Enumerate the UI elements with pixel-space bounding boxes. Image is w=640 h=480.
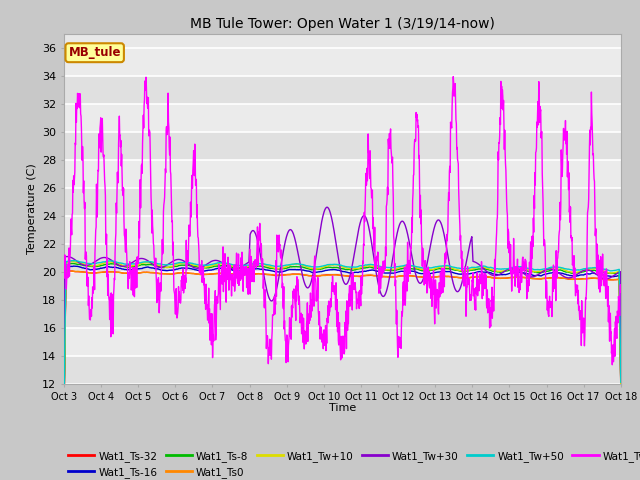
- Bar: [64, 104, 621, 132]
- Wat1_Tw+10: [246, 263, 254, 268]
- Wat1_Ts-16: [551, 269, 559, 275]
- Wat1_Ts-16: [60, 407, 68, 413]
- Wat1_Ts-16: [502, 272, 509, 277]
- Wat1_Ts-32: [502, 276, 509, 281]
- Wat1_Tw+50: [429, 264, 437, 270]
- Wat1_Tw+30: [184, 261, 191, 266]
- Wat1_Tw+50: [551, 264, 559, 270]
- Wat1_Ts-8: [617, 382, 625, 387]
- Line: Wat1_Tw100: Wat1_Tw100: [64, 77, 621, 365]
- Wat1_Tw+10: [617, 381, 625, 386]
- Wat1_Tw+30: [170, 258, 178, 264]
- Wat1_Ts-8: [184, 263, 192, 268]
- Bar: [64, 300, 621, 328]
- Wat1_Ts0: [551, 275, 559, 281]
- Wat1_Ts0: [184, 270, 192, 276]
- Wat1_Ts-16: [246, 267, 254, 273]
- Wat1_Ts-16: [429, 270, 437, 276]
- Wat1_Ts0: [246, 271, 254, 277]
- Wat1_Ts0: [171, 271, 179, 276]
- Line: Wat1_Tw+10: Wat1_Tw+10: [64, 262, 621, 408]
- Wat1_Ts-32: [67, 268, 75, 274]
- Wat1_Ts-8: [60, 406, 68, 411]
- Line: Wat1_Tw+50: Wat1_Tw+50: [64, 261, 621, 407]
- Bar: [64, 132, 621, 160]
- Wat1_Tw+50: [502, 266, 509, 272]
- Wat1_Tw100: [609, 362, 616, 368]
- Wat1_Tw+10: [502, 268, 509, 274]
- Wat1_Tw+30: [429, 229, 437, 235]
- Wat1_Ts0: [68, 268, 76, 274]
- Wat1_Tw+10: [551, 265, 559, 271]
- Wat1_Ts-32: [171, 271, 179, 276]
- Wat1_Tw100: [184, 252, 191, 257]
- Wat1_Ts-32: [184, 270, 192, 276]
- Line: Wat1_Ts-32: Wat1_Ts-32: [64, 271, 621, 412]
- Wat1_Ts-16: [184, 265, 192, 271]
- Wat1_Tw+10: [69, 259, 77, 264]
- Wat1_Tw100: [170, 289, 178, 295]
- Line: Wat1_Ts-16: Wat1_Ts-16: [64, 266, 621, 410]
- Wat1_Ts-8: [171, 264, 179, 269]
- Wat1_Tw100: [617, 289, 625, 295]
- Line: Wat1_Ts0: Wat1_Ts0: [64, 271, 621, 412]
- Wat1_Ts-16: [70, 263, 78, 269]
- Wat1_Tw+50: [69, 258, 77, 264]
- Wat1_Ts0: [60, 409, 68, 415]
- Wat1_Tw+10: [429, 266, 437, 272]
- Wat1_Tw+50: [60, 404, 68, 410]
- Wat1_Ts-32: [429, 274, 437, 280]
- Wat1_Tw+50: [246, 262, 254, 267]
- Bar: [64, 188, 621, 216]
- Wat1_Tw100: [60, 266, 68, 272]
- Bar: [64, 160, 621, 188]
- Line: Wat1_Ts-8: Wat1_Ts-8: [64, 264, 621, 408]
- Line: Wat1_Tw+30: Wat1_Tw+30: [64, 207, 621, 365]
- Legend: Wat1_Ts-32, Wat1_Ts-16, Wat1_Ts-8, Wat1_Ts0, Wat1_Tw+10, Wat1_Tw+30, Wat1_Tw+50,: Wat1_Ts-32, Wat1_Ts-16, Wat1_Ts-8, Wat1_…: [64, 447, 640, 480]
- Wat1_Ts-8: [429, 267, 437, 273]
- Wat1_Tw100: [502, 168, 509, 173]
- Wat1_Tw+10: [184, 260, 192, 266]
- Wat1_Ts-8: [551, 267, 559, 273]
- Wat1_Ts-8: [502, 268, 509, 274]
- Wat1_Ts-16: [617, 383, 625, 389]
- Wat1_Ts-32: [60, 409, 68, 415]
- Wat1_Tw100: [449, 74, 457, 80]
- Bar: [64, 76, 621, 104]
- Wat1_Ts0: [429, 274, 437, 280]
- Wat1_Tw100: [429, 292, 436, 298]
- Wat1_Ts-32: [551, 275, 559, 280]
- X-axis label: Time: Time: [329, 403, 356, 413]
- Wat1_Tw+10: [171, 263, 179, 268]
- Wat1_Ts-8: [246, 264, 254, 270]
- Bar: [64, 272, 621, 300]
- Wat1_Tw+30: [551, 268, 559, 274]
- Bar: [64, 244, 621, 272]
- Wat1_Tw+30: [246, 232, 254, 238]
- Bar: [64, 48, 621, 76]
- Y-axis label: Temperature (C): Temperature (C): [26, 163, 36, 254]
- Wat1_Tw+30: [323, 204, 331, 210]
- Wat1_Tw100: [246, 291, 254, 297]
- Title: MB Tule Tower: Open Water 1 (3/19/14-now): MB Tule Tower: Open Water 1 (3/19/14-now…: [190, 17, 495, 31]
- Wat1_Ts0: [617, 385, 625, 391]
- Wat1_Tw+50: [184, 260, 192, 265]
- Wat1_Tw+50: [171, 261, 179, 267]
- Wat1_Tw+30: [502, 267, 509, 273]
- Wat1_Tw100: [551, 286, 559, 291]
- Wat1_Ts-8: [70, 261, 77, 266]
- Wat1_Ts-32: [617, 385, 625, 391]
- Wat1_Tw+50: [617, 379, 625, 385]
- Wat1_Ts0: [502, 275, 509, 281]
- Wat1_Tw+10: [60, 405, 68, 410]
- Bar: [64, 328, 621, 356]
- Text: MB_tule: MB_tule: [68, 46, 121, 59]
- Wat1_Ts-16: [171, 267, 179, 273]
- Wat1_Tw+30: [617, 362, 625, 368]
- Wat1_Ts-32: [246, 272, 254, 277]
- Bar: [64, 356, 621, 384]
- Bar: [64, 216, 621, 244]
- Wat1_Tw+30: [60, 352, 68, 358]
